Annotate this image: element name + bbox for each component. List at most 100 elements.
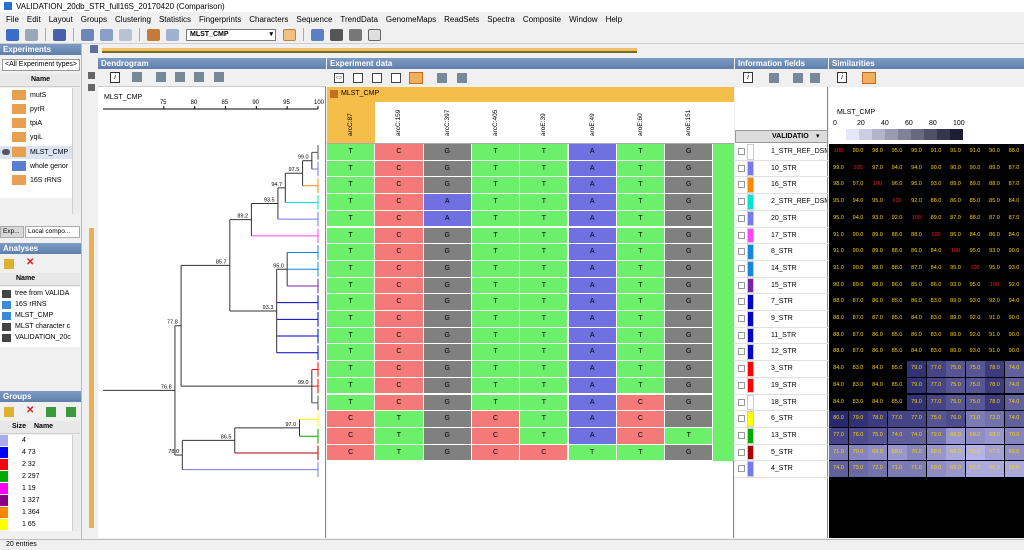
sequence-cell[interactable]: G xyxy=(423,177,471,194)
sequence-cell[interactable]: T xyxy=(471,377,520,394)
sequence-cell[interactable]: G xyxy=(423,311,471,327)
sequence-cell[interactable]: T xyxy=(471,177,520,194)
similarity-cell[interactable]: 91.0 xyxy=(985,327,1004,344)
info-row-label[interactable]: 13_STR xyxy=(771,431,797,439)
info-row-label[interactable]: 20_STR xyxy=(771,214,797,222)
similarity-cell[interactable]: 92.0 xyxy=(1004,277,1024,294)
similarity-cell[interactable]: 92.0 xyxy=(965,311,985,327)
sequence-cell[interactable]: G xyxy=(423,260,471,277)
similarity-cell[interactable]: 84.0 xyxy=(868,361,887,377)
collapse-icon[interactable] xyxy=(214,72,224,82)
column-header[interactable]: aroE:49 xyxy=(588,113,596,136)
column-header[interactable]: arcC:87 xyxy=(347,113,355,136)
experiment-combo[interactable]: MLST_CMP xyxy=(186,28,276,41)
chart-icon[interactable] xyxy=(368,28,381,41)
sequence-cell[interactable]: T xyxy=(327,260,375,277)
similarity-cell[interactable]: 87.0 xyxy=(907,260,926,277)
sequence-cell[interactable]: A xyxy=(423,194,471,210)
similarity-cell[interactable]: 91.0 xyxy=(926,144,946,160)
sequence-cell[interactable]: T xyxy=(616,327,665,344)
down-icon[interactable] xyxy=(88,84,95,91)
row-checkbox[interactable] xyxy=(738,298,745,306)
similarity-cell[interactable]: 87.0 xyxy=(1004,160,1024,177)
similarity-cell[interactable]: 68.0 xyxy=(985,427,1004,444)
similarity-cell[interactable]: 88.0 xyxy=(868,277,887,294)
similarity-cell[interactable]: 87.0 xyxy=(868,311,887,327)
sequence-cell[interactable]: A xyxy=(568,160,616,177)
slider-bar[interactable] xyxy=(102,48,637,53)
sequence-view-icon[interactable] xyxy=(409,72,423,84)
sequence-cell[interactable]: G xyxy=(423,411,471,427)
similarity-cell[interactable]: 89.0 xyxy=(848,277,868,294)
group-size[interactable]: 1 19 xyxy=(22,485,36,492)
similarity-cell[interactable]: 94.0 xyxy=(848,194,868,210)
similarity-cell[interactable]: 100 xyxy=(985,277,1004,294)
similarity-cell[interactable]: 80.0 xyxy=(829,411,848,427)
sequence-cell[interactable]: C xyxy=(375,160,423,177)
sequence-cell[interactable]: G xyxy=(665,327,713,344)
sequence-cell[interactable]: T xyxy=(616,344,665,361)
sequence-cell[interactable]: T xyxy=(568,444,616,461)
info-row-label[interactable]: 6_STR xyxy=(771,415,793,423)
list-item[interactable]: MLST character c xyxy=(15,323,71,330)
similarity-cell[interactable]: 86.0 xyxy=(887,277,907,294)
sequence-cell[interactable]: G xyxy=(665,277,713,294)
similarity-cell[interactable]: 92.0 xyxy=(907,194,926,210)
similarity-cell[interactable]: 86.0 xyxy=(985,227,1004,244)
sequence-cell[interactable]: G xyxy=(423,377,471,394)
tab-local-components[interactable]: Local compo... xyxy=(25,226,80,238)
similarity-cell[interactable]: 77.0 xyxy=(887,411,907,427)
sequence-cell[interactable]: A xyxy=(568,311,616,327)
groups-scrollbar[interactable] xyxy=(72,435,80,531)
group-size[interactable]: 1 65 xyxy=(22,521,36,528)
tree-icon[interactable] xyxy=(283,28,296,41)
similarity-cell[interactable]: 88.0 xyxy=(829,344,848,361)
list-item[interactable]: 16S rRNS xyxy=(30,177,62,184)
similarity-cell[interactable]: 87.0 xyxy=(848,294,868,310)
similarity-cell[interactable]: 85.0 xyxy=(907,277,926,294)
list-item[interactable]: tree from VALIDA xyxy=(15,290,70,297)
similarity-cell[interactable]: 68.0 xyxy=(926,444,946,461)
sequence-cell[interactable]: T xyxy=(520,361,568,377)
sequence-cell[interactable]: T xyxy=(616,294,665,310)
row-checkbox[interactable] xyxy=(738,198,745,206)
similarity-cell[interactable]: 86.0 xyxy=(907,327,926,344)
info-column-header[interactable]: VALIDATIO ▾ xyxy=(735,130,828,143)
menu-readsets[interactable]: ReadSets xyxy=(444,14,480,24)
list-item[interactable]: mutS xyxy=(30,92,47,99)
sequence-cell[interactable]: C xyxy=(375,260,423,277)
similarity-cell[interactable]: 100 xyxy=(926,227,946,244)
sequence-cell[interactable]: T xyxy=(327,377,375,394)
similarity-cell[interactable]: 97.0 xyxy=(868,160,887,177)
info-row-label[interactable]: 8_STR xyxy=(771,248,793,256)
sequence-cell[interactable]: T xyxy=(520,344,568,361)
experiment-filter[interactable]: <All Experiment types> xyxy=(2,59,80,71)
similarity-cell[interactable]: 86.0 xyxy=(926,277,946,294)
sequence-cell[interactable]: T xyxy=(327,144,375,160)
similarity-cell[interactable]: 75.0 xyxy=(965,394,985,411)
similarity-cell[interactable]: 75.0 xyxy=(965,361,985,377)
group-size[interactable]: 1 364 xyxy=(22,509,40,516)
similarity-cell[interactable]: 69.0 xyxy=(926,461,946,477)
wand-icon[interactable] xyxy=(147,28,160,41)
row-checkbox[interactable] xyxy=(738,181,745,189)
info-icon[interactable]: i xyxy=(837,72,847,83)
similarity-cell[interactable]: 89.0 xyxy=(868,260,887,277)
similarity-cell[interactable]: 70.0 xyxy=(907,444,926,461)
similarity-cell[interactable]: 79.0 xyxy=(848,411,868,427)
sequence-cell[interactable]: C xyxy=(375,377,423,394)
similarity-cell[interactable]: 66.0 xyxy=(1004,461,1024,477)
similarity-cell[interactable]: 93.0 xyxy=(985,244,1004,260)
similarity-cell[interactable]: 74.0 xyxy=(907,427,926,444)
similarity-cell[interactable]: 89.0 xyxy=(946,177,965,194)
similarity-cell[interactable]: 87.0 xyxy=(1004,210,1024,227)
similarity-cell[interactable]: 89.0 xyxy=(926,210,946,227)
similarity-cell[interactable]: 90.0 xyxy=(1004,344,1024,361)
similarity-cell[interactable]: 83.0 xyxy=(926,344,946,361)
sequence-cell[interactable]: T xyxy=(616,227,665,244)
similarity-cell[interactable]: 74.0 xyxy=(829,461,848,477)
sequence-cell[interactable]: T xyxy=(616,277,665,294)
sequence-cell[interactable]: T xyxy=(327,344,375,361)
similarity-cell[interactable]: 91.0 xyxy=(829,244,848,260)
similarity-cell[interactable]: 73.0 xyxy=(848,461,868,477)
